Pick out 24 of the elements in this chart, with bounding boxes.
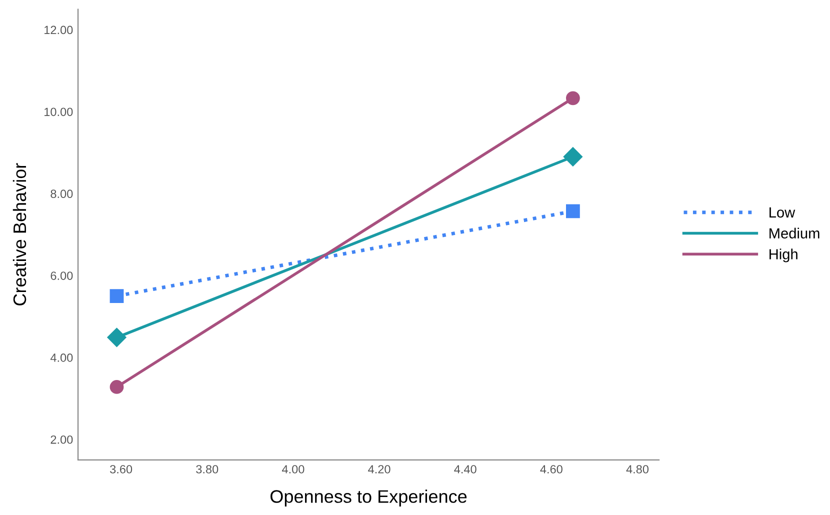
point — [110, 289, 124, 303]
x-tick-label: 4.20 — [368, 465, 390, 474]
x-tick-label: 4.40 — [454, 465, 476, 474]
legend-label: Medium — [770, 228, 820, 238]
y-tick-label: 4.00 — [50, 354, 73, 362]
y-tick-label: 6.00 — [50, 272, 73, 280]
y-tick-label: 2.00 — [50, 435, 73, 444]
y-tick-label: 12.00 — [44, 26, 73, 34]
legend-label: Low — [770, 207, 796, 218]
point — [107, 328, 126, 347]
x-tick-label: 3.80 — [196, 465, 218, 474]
point — [563, 147, 582, 166]
x-tick-label: 4.00 — [282, 465, 304, 474]
point — [566, 91, 580, 106]
point — [566, 204, 580, 218]
x-tick-label: 3.60 — [110, 465, 132, 474]
x-tick-label: 4.80 — [626, 465, 649, 474]
y-tick-label: 10.00 — [44, 108, 73, 116]
x-tick-label: 4.60 — [540, 465, 562, 474]
legend-label: High — [770, 248, 798, 262]
x-axis-title: Openness to Experience — [270, 490, 467, 506]
y-axis-title: Creative Behavior — [12, 163, 26, 306]
y-tick-label: 8.00 — [50, 190, 73, 198]
point — [110, 380, 124, 394]
